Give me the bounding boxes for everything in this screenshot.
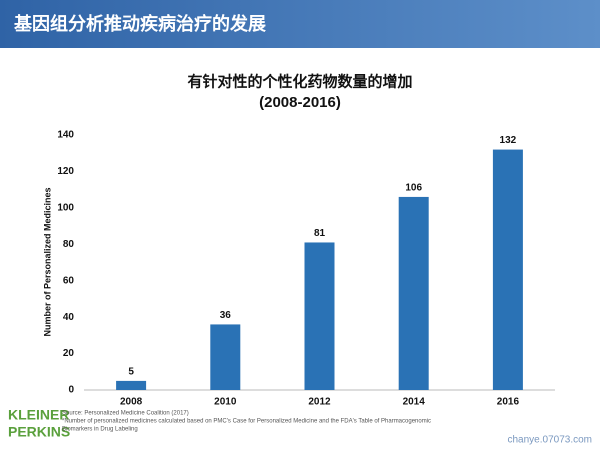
- data-label: 5: [128, 367, 134, 378]
- x-tick-label: 2012: [308, 397, 331, 408]
- chart-subtitle: (2008-2016): [259, 94, 341, 111]
- data-label: 132: [500, 135, 517, 146]
- source-note: Source: Personalized Medicine Coalition …: [62, 411, 189, 417]
- y-tick-label: 140: [57, 130, 74, 141]
- y-tick-label: 100: [57, 202, 74, 213]
- data-label: 106: [405, 183, 422, 194]
- data-label: 36: [220, 310, 232, 321]
- y-axis-label: Number of Personalized Medicines: [42, 187, 52, 336]
- y-tick-label: 80: [63, 239, 75, 250]
- footnote: *Number of personalized medicines calcul…: [62, 419, 431, 425]
- logo-line: PERKINS: [8, 424, 70, 440]
- bar: [210, 324, 241, 390]
- x-tick-label: 2008: [120, 397, 143, 408]
- y-tick-label: 0: [68, 385, 74, 396]
- slide-title: 基因组分析推动疾病治疗的发展: [13, 13, 267, 35]
- y-tick-label: 120: [57, 166, 74, 177]
- header-band: [0, 0, 600, 48]
- x-tick-label: 2010: [214, 397, 237, 408]
- y-tick-label: 20: [63, 348, 75, 359]
- x-tick-label: 2016: [497, 397, 520, 408]
- logo-line: KLEINER: [8, 407, 69, 423]
- bar: [304, 242, 335, 390]
- bar: [492, 149, 523, 390]
- data-label: 81: [314, 228, 326, 239]
- x-tick-label: 2014: [403, 397, 426, 408]
- bar: [398, 196, 429, 390]
- y-tick-label: 40: [63, 312, 75, 323]
- footnote: Biomarkers in Drug Labeling: [62, 427, 138, 433]
- chart-title: 有针对性的个性化药物数量的增加: [187, 73, 412, 91]
- bar: [116, 380, 147, 390]
- y-tick-label: 60: [63, 275, 75, 286]
- watermark: chanye.07073.com: [507, 435, 592, 446]
